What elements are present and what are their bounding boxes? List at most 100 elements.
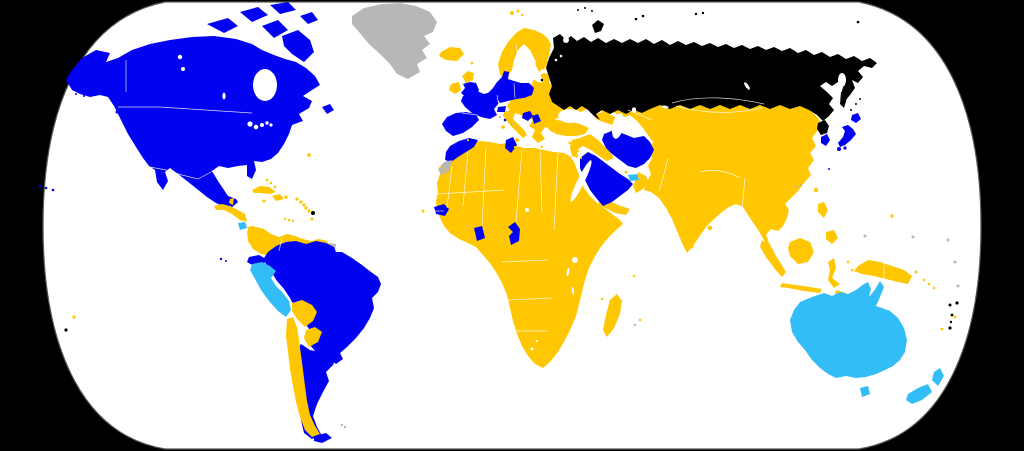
region-new-guinea: [854, 260, 912, 284]
region-africa-gold: [436, 141, 623, 368]
border-us-mexico: [149, 166, 214, 180]
island-dot-hong-kong: [795, 185, 799, 189]
island-dot-new-caledonia: [940, 327, 944, 331]
border-kazakh-uzbek: [627, 109, 653, 121]
island-dot-kuwait: [610, 155, 614, 159]
island-dot-okinawa: [828, 168, 830, 170]
border-india-china: [699, 170, 741, 179]
inland-waters: [177, 37, 846, 351]
border-sahara-1: [446, 165, 453, 209]
island-dot-pacific-black: [955, 301, 959, 305]
region-tunisia: [505, 137, 517, 153]
great-slave-lake: [181, 67, 185, 71]
region-new-zealand-south: [906, 384, 932, 404]
border-thailand-myanmar: [741, 177, 746, 211]
island-dot-macau: [800, 184, 802, 186]
region-bolivia: [292, 300, 317, 327]
island-dots-black: [64, 7, 959, 332]
island-dot-vanuatu: [949, 320, 953, 324]
region-peru: [250, 262, 291, 317]
island-dot-antilles: [299, 200, 303, 204]
island-dot-new-siberian: [694, 12, 698, 16]
island-dot-comoros: [600, 297, 604, 301]
island-dot-guam: [890, 214, 894, 218]
region-saudi-arabia: [580, 152, 633, 206]
lake-onega: [559, 54, 563, 58]
island-dot-sao-tome: [497, 257, 501, 261]
region-arctic-island: [207, 18, 238, 33]
region-arctic-island: [300, 12, 318, 24]
great-bear-lake: [177, 54, 183, 60]
region-north-korea: [817, 120, 829, 135]
island-dot-svalbard: [510, 11, 514, 15]
region-western-sahara: [438, 160, 452, 175]
island-dot-solomons: [922, 278, 926, 282]
region-ghana: [474, 226, 485, 241]
region-germany-benelux-denmark-poland: [488, 71, 534, 103]
persian-gulf: [614, 159, 628, 171]
region-ireland: [449, 82, 461, 94]
island-dot-pacific-territory: [956, 284, 960, 288]
lake-winnipeg: [222, 92, 226, 100]
island-dot-maldives: [690, 245, 694, 249]
island-dot-crete: [540, 145, 544, 149]
region-cameroon: [508, 222, 520, 245]
island-dot-sardinia: [501, 125, 505, 129]
island-dot-faroe: [470, 61, 474, 65]
lake-chad: [525, 208, 529, 212]
island-dot-kurils: [855, 103, 857, 105]
island-dot-antilles: [307, 209, 311, 213]
island-dot-sicily: [515, 138, 519, 142]
border-sahara-3: [481, 147, 487, 227]
sea-of-okhotsk: [838, 73, 846, 87]
island-dot-svalbard: [516, 9, 520, 13]
great-lake: [253, 124, 259, 130]
island-dot-galapagos: [225, 260, 227, 262]
border-colombia-venezuela: [278, 237, 283, 252]
island-dot-cape-verde: [421, 209, 425, 213]
island-dot-bahamas: [265, 178, 269, 182]
region-turkey: [546, 120, 589, 136]
region-japan-hokkaido: [851, 113, 861, 123]
region-japan-honshu: [838, 125, 856, 147]
region-levant-iraq: [570, 134, 614, 161]
great-lake: [260, 123, 264, 127]
island-dot-new-britain: [914, 270, 918, 274]
border-sahara-6: [553, 152, 559, 231]
border-france-germany: [496, 94, 500, 107]
region-croatia: [522, 111, 533, 121]
region-central-america: [214, 204, 247, 222]
island-dot-kyushu: [837, 147, 841, 151]
region-russia: [546, 34, 877, 121]
island-dot-severnaya: [641, 14, 645, 18]
great-lake: [269, 123, 273, 127]
region-eastern-europe: [507, 73, 590, 143]
island-dot-bioko: [504, 251, 506, 253]
region-borneo: [788, 238, 814, 264]
region-colombia-venezuela-guyanas: [247, 227, 331, 256]
border-mongolia-south: [675, 105, 763, 113]
eswatini-outline: [535, 339, 539, 343]
lake-victoria: [572, 257, 578, 263]
region-philippines-luzon: [818, 202, 828, 218]
region-java: [780, 283, 822, 293]
island-dot-corsica: [503, 118, 507, 122]
island-dot-severnaya: [634, 17, 638, 21]
border-india-pakistan: [658, 157, 669, 192]
region-australia: [790, 281, 907, 378]
island-dot-abc: [287, 218, 291, 222]
region-tasmania: [860, 386, 870, 397]
region-finland: [534, 38, 551, 72]
lake-ladoga: [554, 58, 558, 62]
island-dot-fiji: [953, 315, 957, 319]
region-madagascar: [603, 294, 622, 337]
island-dot-pacific-black: [948, 326, 952, 330]
island-dot-hawaii: [51, 188, 55, 192]
region-asia-gold: [598, 101, 822, 256]
island-dot-falklands: [343, 425, 347, 429]
border-africa-horizontal-2: [501, 259, 549, 263]
region-sulawesi: [828, 258, 840, 288]
hudson-bay: [253, 69, 277, 101]
region-hispaniola: [272, 194, 284, 201]
island-dot-vancouver: [115, 110, 119, 114]
